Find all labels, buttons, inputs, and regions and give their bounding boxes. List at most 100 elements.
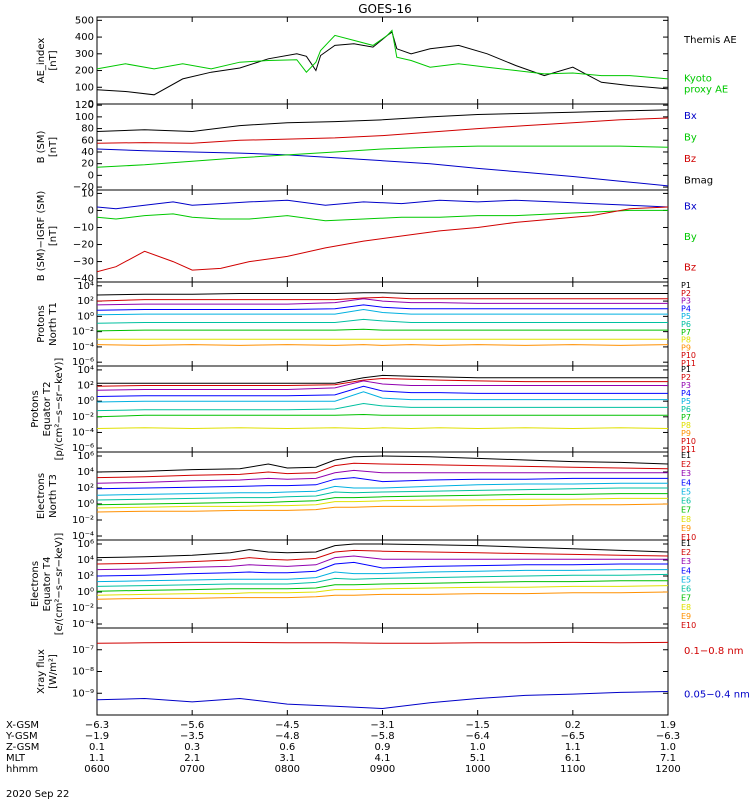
series-line-e2 (97, 462, 668, 479)
series-line-kyoto-proxy-ae (97, 29, 668, 80)
y-tick-label: 10 (81, 188, 94, 199)
series-line-p2 (97, 377, 668, 387)
legend-label: P7 (681, 413, 691, 422)
series-line-p2 (97, 296, 668, 302)
legend-label: proxy AE (684, 84, 728, 95)
y-tick-label: 10⁴ (77, 365, 94, 376)
series-line-p1 (97, 374, 668, 384)
series-line-bmag (97, 109, 668, 133)
y-tick-label: 10⁰ (77, 499, 94, 510)
series-line-p6 (97, 402, 668, 412)
legend-label: P8 (681, 336, 691, 345)
ephemeris-value: 0.2 (565, 720, 581, 731)
series-line-bz (97, 117, 668, 144)
ephemeris-row-label: hhmm (6, 764, 38, 775)
ephemeris-value: 1.0 (470, 742, 486, 753)
legend-label: P10 (681, 437, 696, 446)
series-line-bx (97, 199, 668, 210)
panel-xray: 10⁻⁷ 10⁻⁸ 10⁻⁹ Xray flux [W/m²] 0.1−0.8 nm 0.0… (36, 627, 750, 716)
legend-label: E3 (681, 557, 691, 566)
legend-label: P6 (681, 320, 691, 329)
legend-label: P2 (681, 373, 691, 382)
ephemeris-value: 1.1 (89, 753, 105, 764)
y-tick-label: 10⁻⁷ (72, 645, 94, 656)
y-axis-label: Protons (30, 390, 41, 427)
legend-label: E4 (681, 566, 691, 575)
panel-frame (96, 16, 669, 105)
series-line-e7 (97, 580, 668, 592)
panel-pe: 10⁴ 10² 10⁰ 10⁻² 10⁻⁴ 10⁻⁶ Protons Equator T2 [p… (30, 358, 696, 461)
series-group (97, 29, 668, 96)
y-axis-label: [W/m²] (48, 654, 59, 689)
legend-label: E5 (681, 487, 691, 496)
series-group (97, 543, 668, 600)
legend-label: 0.05−0.4 nm (684, 689, 750, 700)
y-tick-label: 100 (75, 112, 94, 123)
panel-frame (96, 627, 669, 716)
series-line-e8 (97, 585, 668, 596)
y-axis-label: Xray flux (36, 649, 47, 694)
series-line-0-05-0-4-nm (97, 691, 668, 710)
ephemeris-value: 0.6 (279, 742, 295, 753)
y-tick-label: 10⁻⁴ (72, 531, 94, 542)
series-line-p4 (97, 304, 668, 311)
y-tick-label: 60 (81, 135, 94, 146)
legend-label: E6 (681, 497, 691, 506)
y-tick-label: 10⁻⁴ (72, 342, 94, 353)
series-line-e8 (97, 497, 668, 509)
y-axis-label: Electrons (30, 561, 41, 607)
legend-label: E1 (681, 539, 691, 548)
series-line-p8 (97, 427, 668, 430)
series-line-p3 (97, 380, 668, 391)
ephemeris-value: 1.0 (660, 742, 676, 753)
legend-label: Bz (684, 154, 696, 165)
y-axis-label: Protons (36, 305, 47, 342)
series-line-0-1-0-8-nm (97, 641, 668, 644)
series-group (97, 641, 668, 710)
y-tick-label: 10² (77, 296, 94, 307)
legend-label: E8 (681, 515, 691, 524)
y-tick-label: 0 (88, 205, 94, 216)
series-line-p7 (97, 413, 668, 418)
series-line-e9 (97, 503, 668, 513)
series-line-bx (97, 148, 668, 187)
series-line-p6 (97, 318, 668, 324)
series-group (97, 455, 668, 513)
y-axis-label: Equator T2 (42, 382, 53, 437)
series-line-p5 (97, 308, 668, 316)
y-axis-label: B (SM) (36, 130, 47, 163)
legend-label: E5 (681, 575, 691, 584)
y-tick-label: 0 (88, 99, 94, 110)
legend-label: Bmag (684, 175, 713, 186)
y-tick-label: 200 (75, 66, 94, 77)
y-axis-label: [nT] (48, 137, 59, 157)
panel-pn: 10⁴ 10² 10⁰ 10⁻² 10⁻⁴ 10⁻⁶ Protons North T1 P1P2… (36, 281, 696, 368)
ephemeris-row-label: Y-GSM (5, 731, 38, 742)
series-line-e2 (97, 549, 668, 565)
ephemeris-value: 1.1 (565, 742, 581, 753)
ephemeris-value: −4.5 (275, 720, 299, 731)
ephemeris-value: 0700 (179, 764, 204, 775)
y-tick-label: 20 (81, 159, 94, 170)
legend-label: Bx (684, 111, 697, 122)
y-axis-label: North T1 (48, 302, 59, 346)
ephemeris-value: −4.8 (275, 731, 299, 742)
y-tick-label: 10⁻⁴ (72, 619, 94, 630)
ephemeris-table: X-GSM −6.3 −5.6 −4.5 −3.1 −1.5 0.2 1.9 Y-GSM −1.9… (5, 720, 681, 775)
y-tick-label: 10⁶ (77, 451, 94, 462)
ephemeris-value: 2.1 (184, 753, 200, 764)
y-tick-label: 10² (77, 571, 94, 582)
ephemeris-row-label: Z-GSM (6, 742, 39, 753)
legend-label: P5 (681, 397, 691, 406)
panel-ae: 0 100 200 300 400 500 AE_index [nT] Themis AE Kyo… (36, 15, 737, 110)
legend-label: P1 (681, 365, 691, 374)
legend-label: P2 (681, 289, 691, 298)
y-tick-label: 10⁻⁴ (72, 427, 94, 438)
y-tick-label: 10⁻² (72, 603, 94, 614)
legend-label: P7 (681, 328, 691, 337)
ephemeris-row-label: X-GSM (6, 720, 39, 731)
ephemeris-value: 1200 (655, 764, 680, 775)
